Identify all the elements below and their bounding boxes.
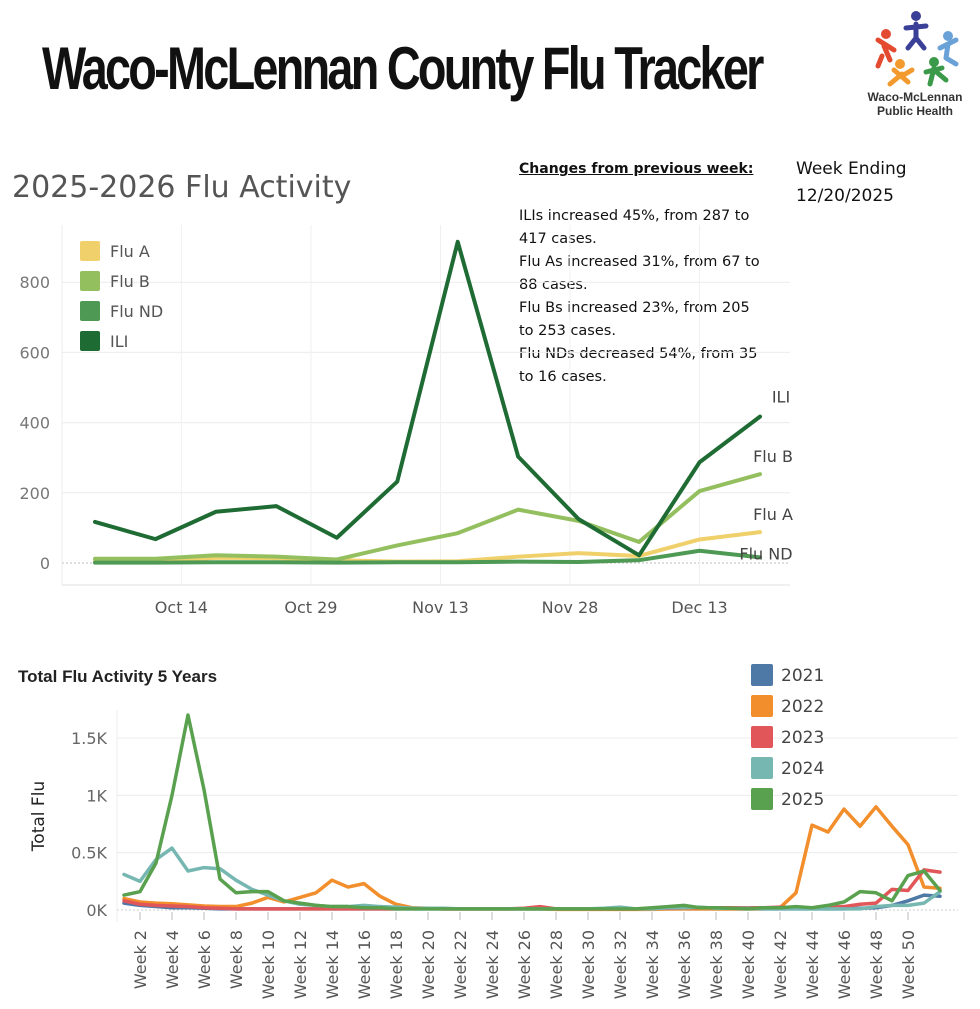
changes-line: Flu NDs decreased 54%, from 35 — [519, 346, 758, 362]
five-year-chart: Total Flu 0K 0.5K 1K 1.5K Week 2 Week 4 Week 6 W… — [29, 664, 958, 999]
y-tick-label: 0K — [86, 901, 107, 920]
x-tick-label: Dec 13 — [671, 598, 727, 617]
legend-label: 2023 — [781, 728, 824, 748]
flu-activity-chart-title: 2025-2026 Flu Activity — [12, 170, 352, 205]
x-tick-label: Week 16 — [355, 930, 374, 999]
legend-swatch — [751, 788, 773, 810]
y-tick-label: 400 — [19, 414, 50, 433]
changes-line: 417 cases. — [519, 231, 597, 247]
series-end-label: ILI — [772, 388, 790, 407]
changes-line: Flu Bs increased 23%, from 205 — [519, 300, 750, 316]
changes-line: to 253 cases. — [519, 323, 616, 339]
series-line-2025 — [122, 713, 942, 911]
changes-panel: Changes from previous week: ILIs increas… — [519, 158, 789, 389]
legend-swatch — [80, 301, 100, 321]
x-tick-label: Week 12 — [291, 930, 310, 999]
legend-label: Flu ND — [110, 302, 163, 321]
x-tick-label: Oct 29 — [284, 598, 337, 617]
legend-swatch — [80, 271, 100, 291]
logo-text-line1: Waco-McLennan — [867, 90, 963, 104]
logo-text-line2: Public Health — [876, 104, 953, 118]
series-line-flu-nd — [93, 548, 762, 565]
series-end-label: Flu A — [753, 505, 793, 524]
x-tick-label: Week 42 — [771, 930, 790, 999]
x-tick-label: Week 30 — [579, 930, 598, 999]
legend-swatch — [80, 241, 100, 261]
legend-label: ILI — [110, 332, 128, 351]
y-tick-label: 1K — [86, 786, 107, 805]
five-year-chart-title: Total Flu Activity 5 Years — [18, 667, 218, 686]
x-tick-label: Week 34 — [643, 930, 662, 999]
series-line-2024 — [122, 846, 942, 911]
legend-label: 2025 — [781, 790, 824, 810]
series-end-label: Flu ND — [739, 544, 792, 563]
x-tick-label: Week 50 — [899, 930, 918, 999]
legend-label: Flu B — [110, 272, 150, 291]
series-line-flu-b — [93, 472, 762, 562]
x-tick-label: Week 46 — [835, 930, 854, 999]
legend-swatch — [751, 726, 773, 748]
x-tick-label: Week 10 — [259, 930, 278, 999]
week-ending-date: 12/20/2025 — [796, 186, 894, 206]
changes-heading: Changes from previous week: — [519, 161, 754, 177]
x-tick-label: Week 38 — [707, 930, 726, 999]
y-tick-label: 1.5K — [71, 729, 107, 748]
legend-swatch — [751, 695, 773, 717]
changes-line: ILIs increased 45%, from 287 to — [519, 208, 750, 224]
series-line-2022 — [122, 805, 942, 912]
x-tick-label: Week 28 — [547, 930, 566, 999]
legend-label: 2024 — [781, 759, 824, 779]
x-tick-label: Week 36 — [675, 930, 694, 999]
flu-activity-chart: 0 200 400 600 800 Oct 14 Oct 29 Nov 13 Nov 28 Dec… — [19, 225, 793, 617]
series-end-label: Flu B — [753, 447, 793, 466]
x-tick-label: Week 6 — [195, 930, 214, 989]
y-axis-title: Total Flu — [29, 781, 49, 852]
x-tick-label: Week 2 — [131, 930, 150, 989]
legend-label: 2021 — [781, 666, 824, 686]
y-tick-label: 0 — [40, 554, 50, 573]
y-tick-label: 800 — [19, 273, 50, 292]
y-tick-label: 0.5K — [71, 844, 107, 863]
legend-swatch — [80, 331, 100, 351]
x-tick-label: Oct 14 — [155, 598, 208, 617]
logo-text: Waco-McLennan Public Health — [856, 90, 974, 118]
x-tick-label: Week 40 — [739, 930, 758, 999]
x-tick-label: Week 20 — [419, 930, 438, 999]
y-tick-label: 200 — [19, 484, 50, 503]
logo-figures-icon — [875, 11, 959, 87]
changes-line: to 16 cases. — [519, 369, 607, 385]
x-tick-label: Week 48 — [867, 930, 886, 999]
x-tick-label: Week 18 — [387, 930, 406, 999]
page-title: Waco-McLennan County Flu Tracker — [42, 35, 764, 102]
legend-swatch — [751, 757, 773, 779]
y-tick-label: 600 — [19, 343, 50, 362]
x-tick-label: Week 22 — [451, 930, 470, 999]
series-line-ili — [93, 239, 762, 558]
x-tick-label: Nov 13 — [412, 598, 469, 617]
x-tick-label: Week 8 — [227, 930, 246, 989]
x-tick-label: Week 32 — [611, 930, 630, 999]
x-tick-label: Week 26 — [515, 930, 534, 999]
legend-label: 2022 — [781, 697, 824, 717]
x-tick-label: Week 44 — [803, 930, 822, 999]
logo: Waco-McLennan Public Health — [856, 6, 974, 122]
legend-swatch — [751, 664, 773, 686]
x-tick-label: Week 14 — [323, 930, 342, 999]
x-tick-label: Week 4 — [163, 930, 182, 989]
legend-label: Flu A — [110, 242, 150, 261]
x-tick-label: Week 24 — [483, 930, 502, 999]
week-ending-label: Week Ending — [796, 159, 907, 179]
x-tick-label: Nov 28 — [542, 598, 599, 617]
week-ending: Week Ending 12/20/2025 — [796, 156, 907, 210]
